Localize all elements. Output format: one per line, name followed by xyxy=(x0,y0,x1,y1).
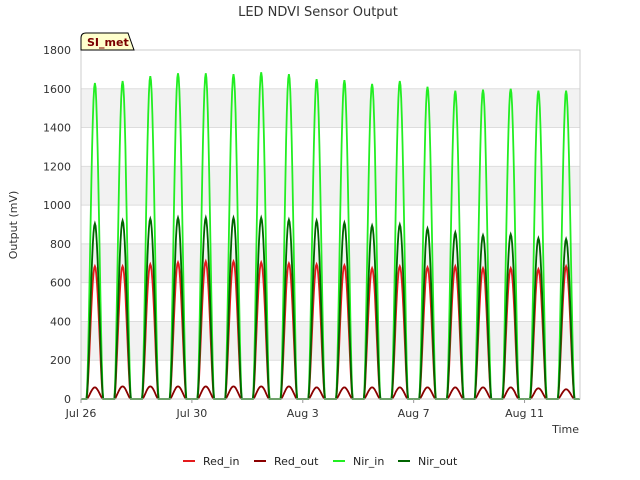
plot-bands xyxy=(81,88,580,361)
plot-band xyxy=(81,321,580,361)
x-tick-label: Aug 11 xyxy=(505,407,544,420)
legend-label: Red_in xyxy=(203,455,239,468)
x-tick-labels: Jul 26 Jul 30 Aug 3 Aug 7 Aug 11 xyxy=(65,399,544,420)
y-tick-labels: 0 200 400 600 800 1000 1200 1400 1600 1800 xyxy=(43,44,71,406)
x-tick-label: Jul 26 xyxy=(65,407,97,420)
x-tick-label: Jul 30 xyxy=(176,407,208,420)
legend-item: Nir_out xyxy=(398,455,458,468)
y-tick-label: 0 xyxy=(64,393,71,406)
plot-frame xyxy=(80,49,581,400)
site-badge-label: SI_met xyxy=(87,36,129,49)
y-tick-label: 1800 xyxy=(43,44,71,57)
y-tick-label: 1000 xyxy=(43,199,71,212)
y-tick-label: 400 xyxy=(50,315,71,328)
y-tick-label: 200 xyxy=(50,354,71,367)
legend-label: Nir_in xyxy=(353,455,384,468)
axes xyxy=(80,49,581,400)
site-badge: SI_met xyxy=(80,32,135,51)
y-tick-label: 800 xyxy=(50,238,71,251)
legend-label: Nir_out xyxy=(418,455,458,468)
plot-band xyxy=(81,166,580,206)
y-axis-title: Output (mV) xyxy=(7,191,20,260)
x-axis-title: Time xyxy=(551,423,579,436)
legend: Red_in Red_out Nir_in Nir_out xyxy=(183,455,458,468)
legend-label: Red_out xyxy=(274,455,319,468)
y-tick-label: 1200 xyxy=(43,160,71,173)
y-tick-label: 1400 xyxy=(43,122,71,135)
y-tick-label: 1600 xyxy=(43,83,71,96)
x-tick-label: Aug 3 xyxy=(287,407,319,420)
site-badge-box xyxy=(80,32,135,51)
plot-band xyxy=(81,88,580,128)
plot-band xyxy=(81,243,580,283)
legend-item: Red_in xyxy=(183,455,239,468)
legend-item: Nir_in xyxy=(333,455,384,468)
legend-item: Red_out xyxy=(254,455,319,468)
y-tick-label: 600 xyxy=(50,277,71,290)
x-tick-label: Aug 7 xyxy=(398,407,430,420)
chart-title: LED NDVI Sensor Output xyxy=(238,5,398,20)
